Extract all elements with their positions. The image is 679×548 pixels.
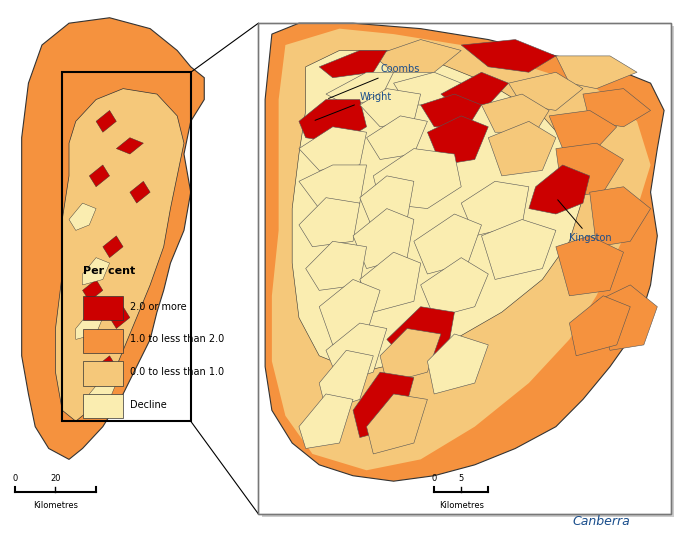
Polygon shape: [596, 285, 657, 350]
Polygon shape: [130, 181, 150, 203]
Text: 20: 20: [50, 474, 60, 483]
Polygon shape: [556, 56, 637, 89]
Text: 2.0 or more: 2.0 or more: [130, 302, 187, 312]
Bar: [62, 72, 191, 421]
Polygon shape: [299, 198, 360, 247]
Bar: [258, 23, 671, 514]
Polygon shape: [373, 149, 461, 209]
Polygon shape: [299, 127, 367, 170]
Text: 0.0 to less than 1.0: 0.0 to less than 1.0: [130, 367, 224, 377]
Polygon shape: [380, 328, 441, 383]
Polygon shape: [265, 23, 664, 481]
Text: Per cent: Per cent: [83, 266, 135, 276]
Polygon shape: [360, 252, 421, 312]
Polygon shape: [421, 258, 488, 318]
Bar: [261, 26, 674, 517]
Polygon shape: [326, 72, 394, 105]
Text: Coombs: Coombs: [329, 64, 420, 99]
Polygon shape: [414, 214, 481, 274]
Text: 5: 5: [458, 474, 464, 483]
Text: 1.0 to less than 2.0: 1.0 to less than 2.0: [130, 334, 224, 345]
Polygon shape: [292, 50, 583, 372]
Polygon shape: [360, 89, 421, 127]
Polygon shape: [570, 296, 630, 356]
Polygon shape: [299, 100, 367, 143]
Polygon shape: [373, 39, 461, 72]
Polygon shape: [272, 28, 650, 470]
Polygon shape: [556, 143, 623, 198]
Polygon shape: [481, 220, 556, 279]
Polygon shape: [96, 111, 116, 132]
Polygon shape: [96, 356, 116, 378]
Polygon shape: [549, 111, 617, 149]
Polygon shape: [360, 176, 414, 230]
Polygon shape: [109, 307, 130, 328]
Polygon shape: [353, 372, 414, 437]
Text: Kilometres: Kilometres: [439, 501, 483, 510]
Polygon shape: [76, 312, 103, 339]
Text: 0: 0: [432, 474, 437, 483]
Polygon shape: [353, 209, 414, 269]
Polygon shape: [90, 165, 109, 187]
Polygon shape: [394, 72, 461, 105]
Text: Decline: Decline: [130, 400, 166, 410]
Polygon shape: [69, 203, 96, 230]
Polygon shape: [22, 18, 204, 459]
Polygon shape: [461, 181, 529, 236]
Polygon shape: [441, 72, 509, 105]
Polygon shape: [589, 187, 650, 247]
Text: Canberra: Canberra: [572, 515, 630, 528]
Polygon shape: [529, 165, 589, 214]
Polygon shape: [90, 378, 116, 405]
Text: Wright: Wright: [315, 92, 392, 121]
Text: Kingston: Kingston: [557, 200, 612, 243]
Text: Kilometres: Kilometres: [33, 501, 78, 510]
Polygon shape: [556, 236, 623, 296]
Polygon shape: [421, 94, 481, 127]
Polygon shape: [103, 236, 123, 258]
Polygon shape: [583, 89, 650, 127]
Text: 0: 0: [12, 474, 18, 483]
Polygon shape: [319, 350, 373, 410]
Bar: [83, 394, 123, 419]
Polygon shape: [299, 165, 367, 209]
Polygon shape: [326, 323, 387, 383]
Bar: [83, 361, 123, 386]
Polygon shape: [306, 241, 367, 290]
Polygon shape: [427, 334, 488, 394]
Polygon shape: [367, 116, 427, 159]
Polygon shape: [427, 116, 488, 165]
Polygon shape: [461, 39, 556, 72]
Polygon shape: [116, 138, 143, 154]
Polygon shape: [387, 307, 454, 361]
Polygon shape: [481, 94, 549, 132]
Bar: [83, 328, 123, 353]
Polygon shape: [367, 394, 427, 454]
Polygon shape: [319, 279, 380, 345]
Polygon shape: [299, 394, 353, 448]
Polygon shape: [509, 72, 583, 111]
Polygon shape: [56, 89, 184, 421]
Polygon shape: [83, 258, 109, 285]
Polygon shape: [83, 279, 103, 301]
Bar: [258, 23, 671, 514]
Bar: [83, 296, 123, 321]
Polygon shape: [488, 121, 556, 176]
Polygon shape: [319, 50, 387, 78]
